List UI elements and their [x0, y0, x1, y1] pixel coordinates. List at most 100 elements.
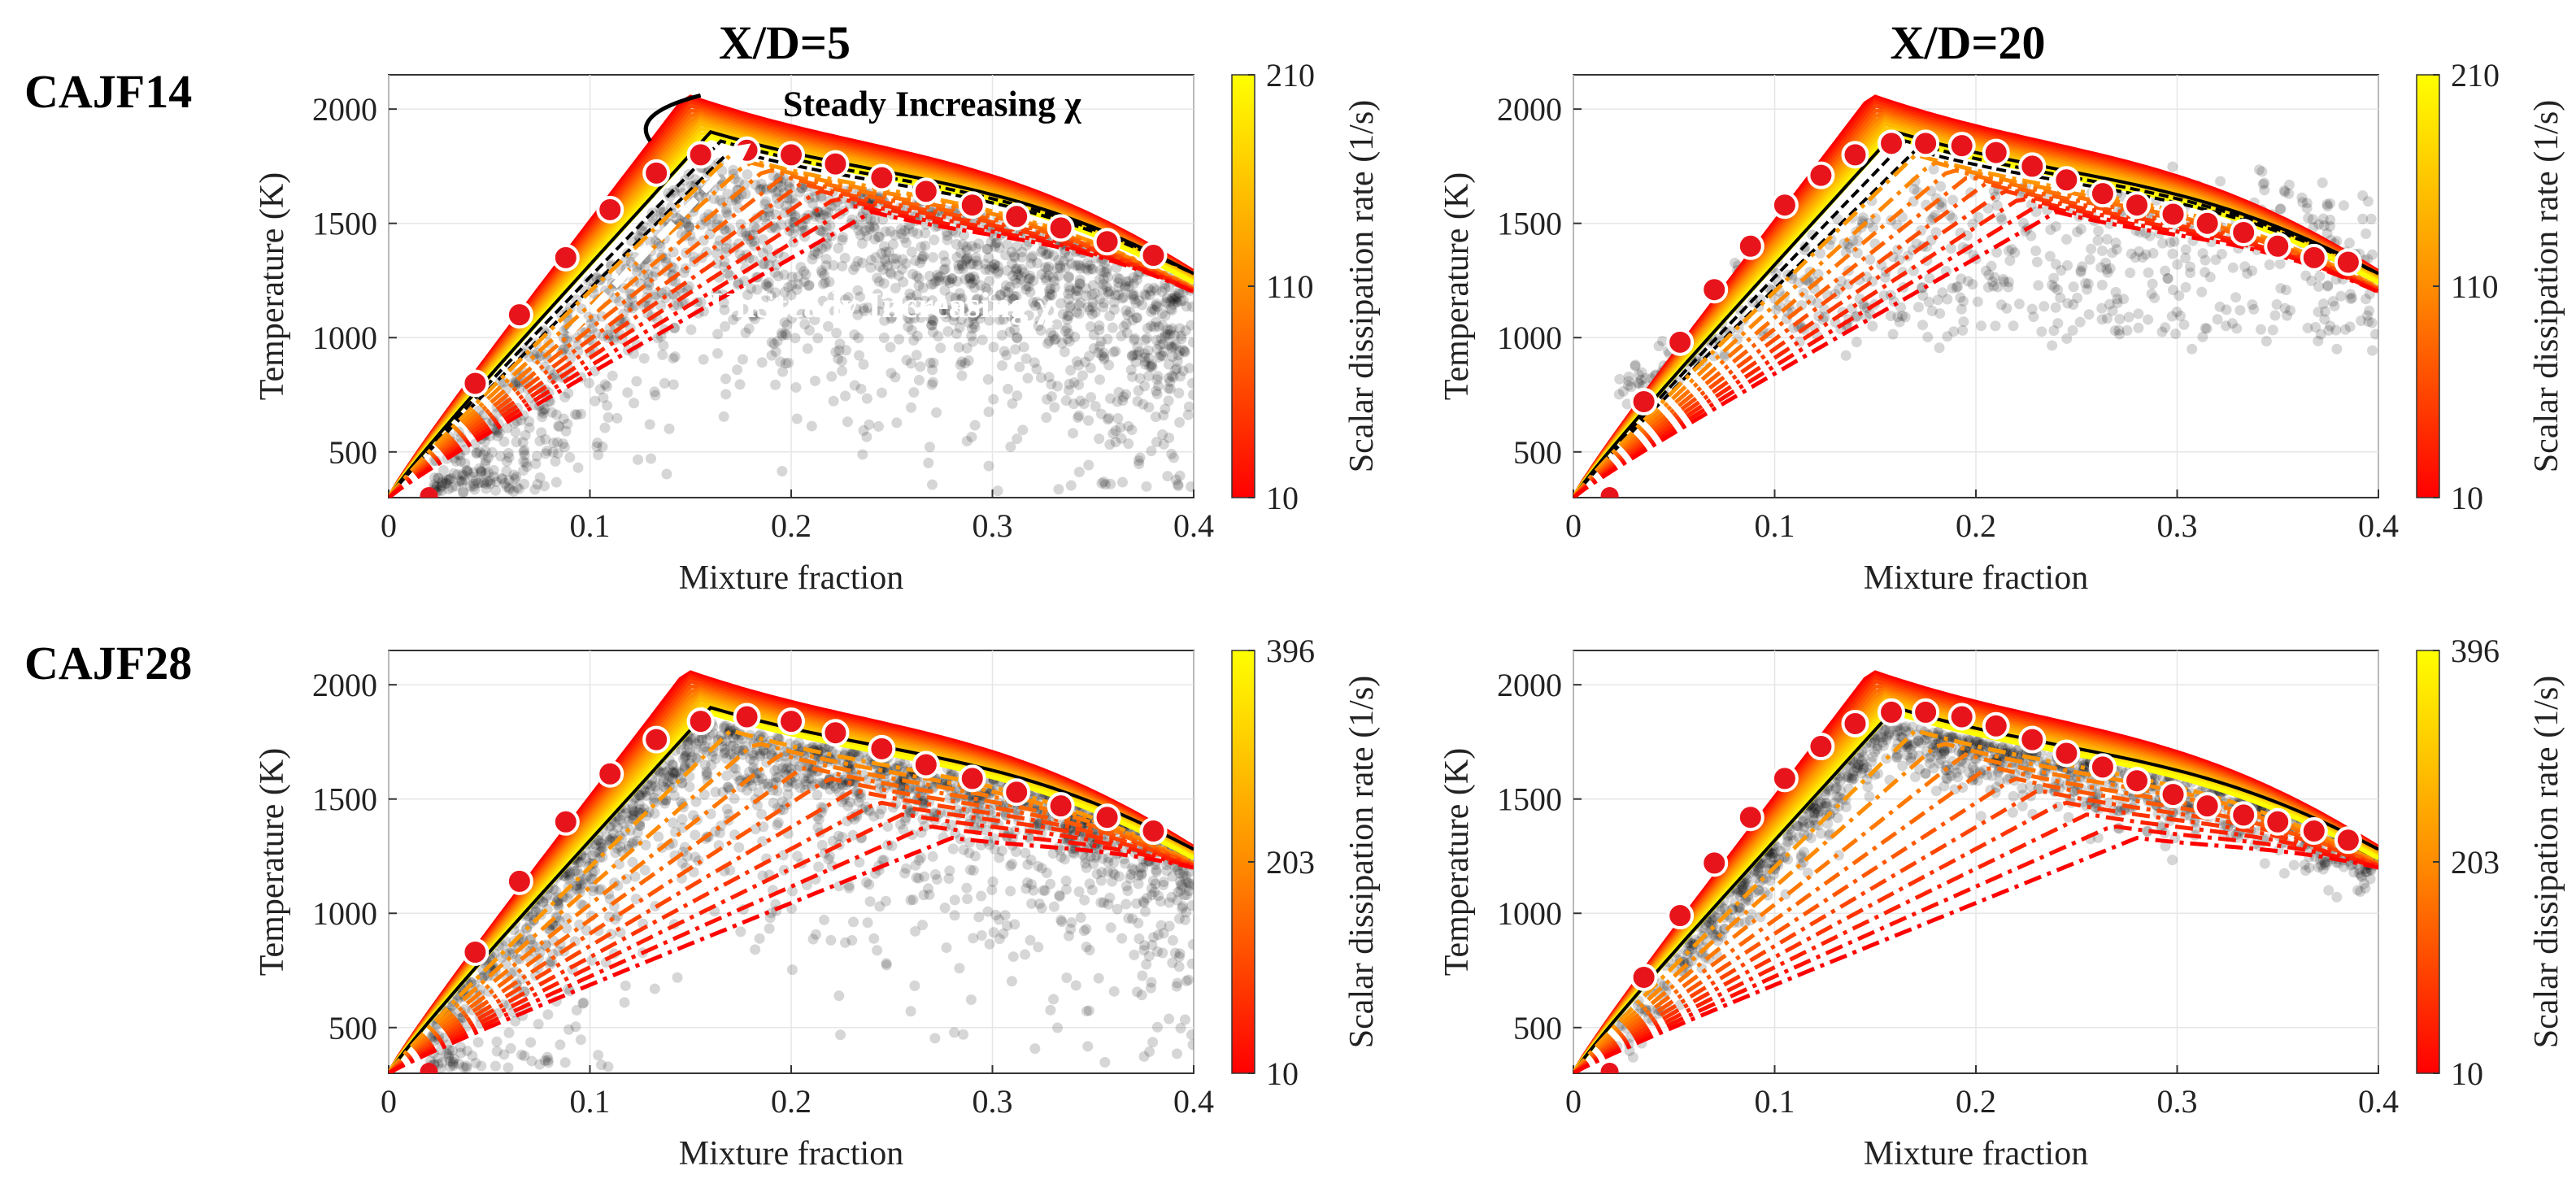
scatter-point — [677, 187, 689, 198]
scatter-point — [981, 283, 992, 294]
scatter-point — [668, 379, 679, 390]
scatter-point — [1942, 294, 1953, 305]
scatter-point — [2033, 280, 2044, 291]
scatter-point — [2110, 286, 2121, 298]
scatter-point — [2324, 198, 2335, 209]
scatter-point — [547, 948, 559, 959]
mean-marker — [1139, 241, 1168, 270]
scatter-point — [2344, 321, 2356, 333]
scatter-point — [1865, 254, 1876, 265]
scatter-point — [467, 1004, 478, 1016]
scatter-point — [994, 289, 1006, 301]
scatter-point — [816, 243, 828, 254]
unsteady-flamelet-curve — [1573, 176, 2378, 498]
scatter-point — [623, 816, 634, 827]
y-tick-label: 1000 — [312, 895, 377, 932]
scatter-point — [1090, 401, 1101, 412]
scatter-point — [508, 485, 520, 497]
scatter-point — [807, 933, 819, 945]
scatter-point — [1126, 863, 1138, 874]
scatter-point — [1141, 893, 1152, 904]
scatter-point — [1148, 282, 1160, 294]
mean-marker — [1003, 778, 1031, 807]
scatter-point — [2216, 249, 2227, 260]
scatter-point — [2210, 254, 2221, 266]
scatter-point — [750, 944, 761, 955]
mean-marker — [1600, 487, 1619, 498]
scatter-point — [2180, 281, 2191, 293]
scatter-point — [859, 306, 870, 317]
scatter-point — [2052, 284, 2064, 295]
scatter-point — [916, 254, 928, 265]
scatter-point — [1139, 348, 1151, 359]
scatter-point — [919, 871, 930, 882]
scatter-point — [1134, 372, 1146, 384]
scatter-point — [1025, 252, 1037, 263]
scatter-point — [1049, 334, 1060, 346]
scatter-point — [1110, 346, 1121, 357]
scatter-point — [1104, 311, 1116, 322]
scatter-point — [878, 278, 890, 289]
scatter-point — [1157, 320, 1168, 331]
scatter-point — [1972, 296, 1983, 307]
scatter-point — [1815, 247, 1826, 259]
scatter-point — [1656, 336, 1668, 347]
scatter-point — [1961, 230, 1973, 241]
scatter-point — [539, 403, 550, 415]
scatter-point — [2279, 186, 2291, 198]
scatter-point — [769, 287, 781, 298]
scatter-point — [2319, 314, 2330, 325]
scatter-point — [1044, 291, 1055, 302]
colorbar-tick-label: 10 — [1266, 480, 1299, 516]
scatter-point — [1108, 304, 1120, 315]
scatter-point — [511, 472, 522, 483]
scatter-point — [1035, 324, 1046, 336]
scatter-point — [1147, 361, 1158, 372]
scatter-point — [822, 320, 833, 332]
scatter-point — [847, 916, 859, 928]
scatter-point — [1020, 240, 1032, 251]
scatter-point — [2093, 225, 2104, 237]
scatter-point — [840, 390, 851, 402]
scatter-point — [513, 483, 524, 494]
scatter-point — [1926, 305, 1938, 316]
scatter-point — [1084, 944, 1095, 955]
scatter-point — [831, 327, 842, 338]
mean-marker — [733, 703, 761, 731]
scatter-point — [722, 268, 733, 279]
scatter-point — [926, 479, 938, 490]
colorbar-label: Scalar dissipation rate (1/s) — [1343, 676, 1381, 1048]
scatter-point — [685, 324, 697, 335]
scatter-point — [533, 1018, 544, 1029]
scatter-point — [1006, 976, 1017, 987]
scatter-point — [1860, 311, 1872, 323]
scatter-point — [1041, 412, 1052, 424]
scatter-point — [1168, 372, 1179, 383]
scatter-point — [1133, 455, 1144, 467]
scatter-point — [468, 481, 480, 492]
scatter-point — [925, 313, 937, 324]
scatter-point — [993, 266, 1004, 277]
scatter-point — [1879, 272, 1891, 283]
scatter-point — [786, 193, 798, 204]
scatter-point — [459, 475, 470, 486]
scatter-point — [1130, 298, 1142, 309]
y-tick-label: 2000 — [1497, 667, 1562, 703]
y-tick-label: 500 — [1513, 434, 1562, 471]
scatter-point — [1116, 293, 1128, 304]
scatter-point — [2044, 250, 2056, 262]
scatter-point — [503, 1062, 514, 1073]
scatter-point — [791, 413, 803, 424]
scatter-point — [2147, 278, 2158, 289]
scatter-point — [601, 831, 612, 842]
scatter-point — [1053, 254, 1064, 266]
scatter-point — [951, 328, 963, 339]
scatter-point — [2162, 273, 2174, 285]
scatter-point — [1168, 341, 1179, 352]
scatter-point — [2361, 228, 2372, 239]
column-title-xd20: X/D=20 — [1891, 16, 2046, 69]
scatter-point — [2214, 301, 2226, 312]
scatter-point — [960, 255, 972, 267]
scatter-point — [1155, 920, 1167, 931]
scatter-point — [2227, 262, 2239, 273]
